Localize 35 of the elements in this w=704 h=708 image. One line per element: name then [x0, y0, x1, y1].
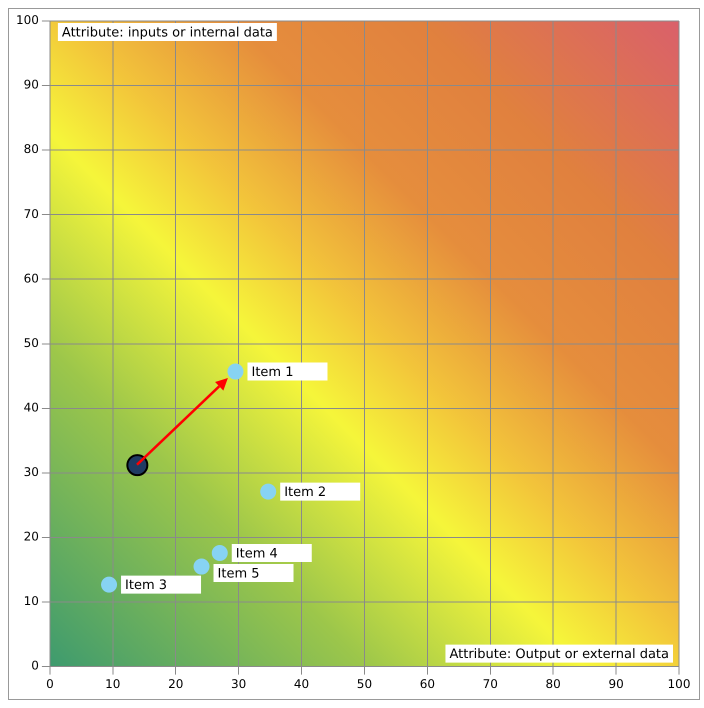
annotation: Item 1: [251, 364, 294, 380]
x-tick-label: 10: [105, 676, 120, 691]
x-tick-label: 100: [668, 676, 690, 691]
y-tick-label: 10: [24, 594, 39, 608]
y-tick-label: 100: [16, 13, 39, 28]
x-tick-label: 50: [356, 676, 372, 691]
annotation: Attribute: inputs or internal data: [62, 25, 273, 40]
point: [212, 544, 228, 561]
y-tick-label: 90: [24, 78, 39, 92]
x-tick-label: 40: [294, 676, 310, 691]
point: [260, 484, 276, 500]
annotation: Attribute: Output or external data: [449, 646, 670, 662]
annotation: Item 2: [284, 485, 326, 500]
y-tick-label: 40: [24, 400, 39, 414]
y-tick-label: 80: [24, 142, 39, 156]
point: [126, 454, 148, 476]
y-tick-label: 0: [31, 658, 39, 673]
y-tick-label: 60: [24, 271, 39, 286]
y-tick-label: 20: [24, 530, 39, 544]
point: [101, 576, 118, 593]
annotation: Item 3: [125, 578, 168, 593]
x-tick-label: 70: [482, 676, 498, 691]
y-tick-label: 50: [24, 336, 39, 350]
y-tick-label: 30: [24, 465, 39, 480]
x-tick-label: 80: [546, 676, 561, 691]
y-tick-label: 70: [24, 206, 39, 221]
x-tick-label: 30: [230, 676, 246, 691]
annotation: Item 4: [236, 546, 278, 562]
point: [227, 364, 244, 380]
x-tick-label: 60: [420, 676, 435, 691]
x-tick-label: 0: [46, 676, 54, 691]
point: [194, 558, 210, 575]
x-tick-label: 90: [608, 676, 624, 691]
x-tick-label: 20: [168, 676, 184, 691]
annotation: Item 5: [218, 566, 260, 582]
